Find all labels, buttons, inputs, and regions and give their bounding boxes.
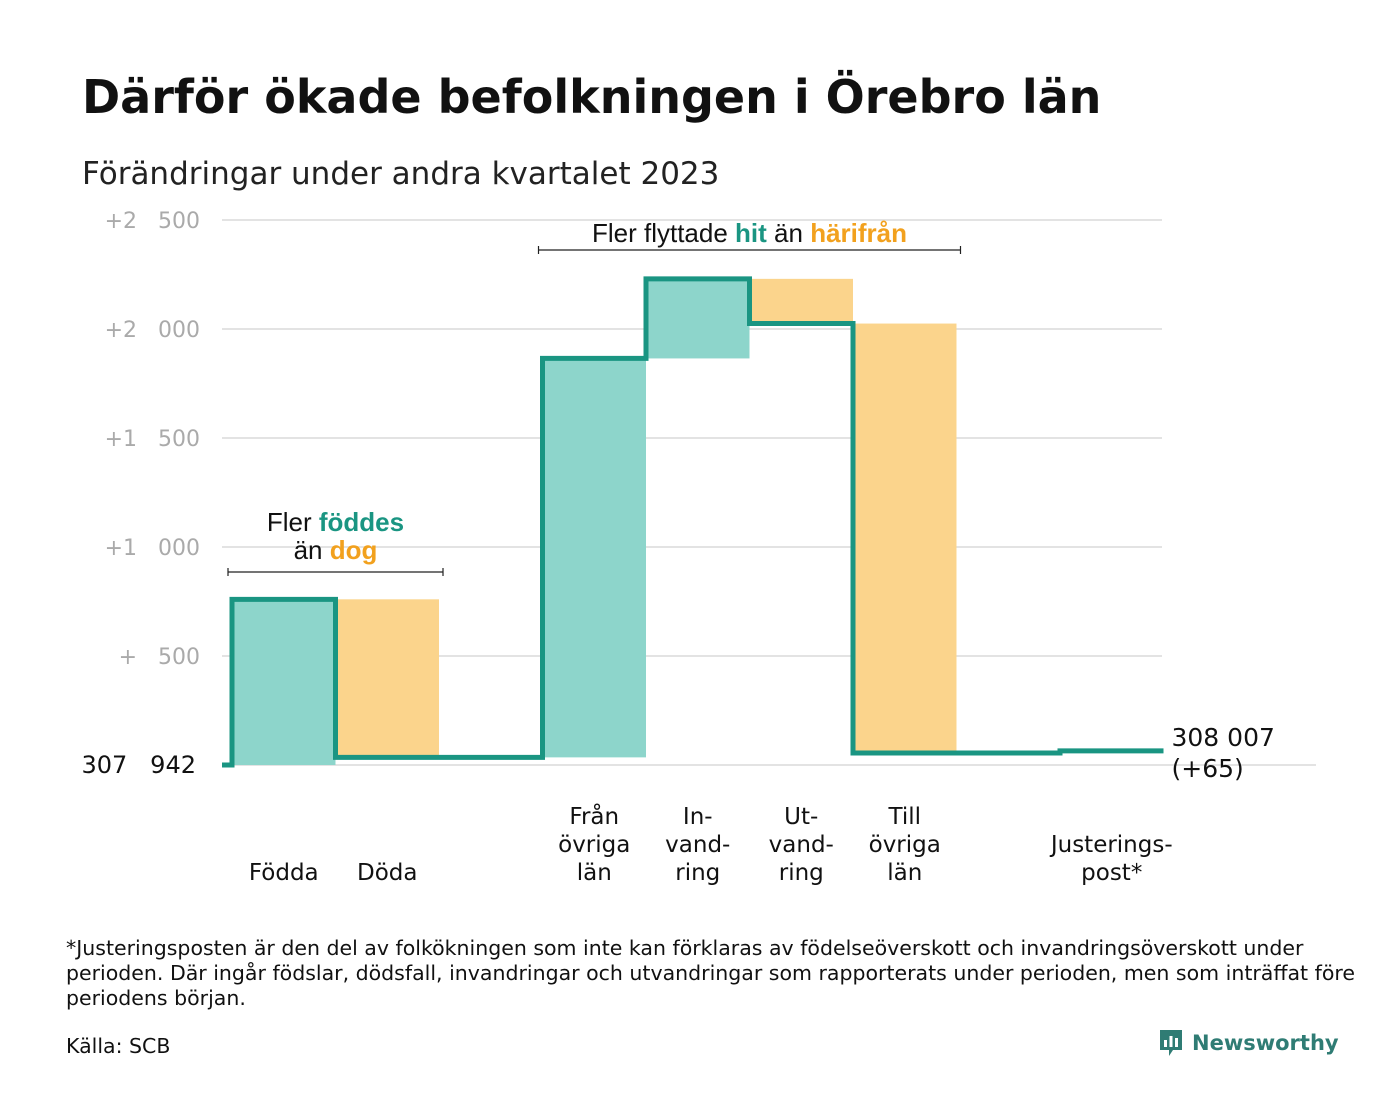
newsworthy-logo-icon: [1160, 1030, 1182, 1056]
annotation-text: Fler flyttade hit än härifrån: [592, 218, 907, 248]
annotation-text: Fler föddes: [267, 507, 404, 537]
bar-decrease: [853, 323, 957, 754]
category-label: vand-: [769, 832, 834, 858]
category-label: Justerings-: [1049, 832, 1173, 858]
running-total-line: [222, 276, 1164, 768]
baseline-value-label: 307 942: [81, 751, 196, 779]
waterfall-chart: + 500 +1 000 +1 500 +2 000 +2 500 Födda Döda F…: [81, 209, 1316, 886]
annotation-segment-decrease: härifrån: [810, 218, 907, 248]
source-label: Källa: SCB: [66, 1034, 171, 1058]
category-label: övriga: [558, 832, 630, 858]
y-tick-label: +1 500: [105, 427, 200, 452]
category-label: Från: [569, 802, 619, 830]
annotation-segment-plain: än: [294, 535, 330, 565]
category-label: post*: [1081, 860, 1142, 886]
bar-decrease: [749, 278, 853, 324]
y-tick-label: +2 500: [105, 209, 200, 234]
chart-title: Därför ökade befolkningen i Örebro län: [82, 70, 1102, 124]
annotation-segment-increase: föddes: [319, 507, 404, 537]
category-label: Döda: [357, 860, 417, 886]
category-label: In-: [683, 804, 713, 830]
bar-decrease: [335, 599, 439, 758]
annotation-segment-plain: Fler: [267, 507, 319, 537]
annotation-segment-plain: än: [767, 218, 810, 248]
bar-increase: [542, 358, 646, 758]
annotation-segment-plain: Fler flyttade: [592, 218, 735, 248]
category-label: Till: [887, 804, 921, 830]
newsworthy-logo: Newsworthy: [1158, 1028, 1339, 1058]
annotation-text: än dog: [294, 535, 378, 565]
category-label: ring: [779, 860, 824, 886]
annotation-segment-decrease: dog: [330, 535, 378, 565]
chart-subtitle: Förändringar under andra kvartalet 2023: [82, 156, 720, 192]
annotation-segment-increase: hit: [735, 218, 767, 248]
category-label: län: [887, 860, 922, 886]
category-label: ring: [675, 860, 720, 886]
labels: Födda DödaFrånövrigalänIn-vand-ringUt-van…: [81, 723, 1274, 886]
y-tick-label: + 500: [119, 645, 200, 670]
category-label: Födda: [249, 860, 319, 886]
bar-increase: [646, 278, 750, 359]
end-total-label: 308 007: [1172, 723, 1275, 752]
bars: [232, 278, 1164, 765]
gridlines: + 500 +1 000 +1 500 +2 000 +2 500: [105, 209, 1316, 766]
category-label: övriga: [869, 832, 941, 858]
bar-increase: [232, 599, 336, 765]
y-tick-label: +2 000: [105, 318, 200, 343]
category-label: Ut-: [784, 804, 818, 830]
y-tick-label: +1 000: [105, 536, 200, 561]
category-label: län: [577, 860, 612, 886]
end-total-label: (+65): [1172, 754, 1244, 783]
category-label: vand-: [665, 832, 730, 858]
running-total-path: [222, 276, 1164, 768]
newsworthy-logo-text: Newsworthy: [1192, 1031, 1339, 1055]
footnote: *Justeringsposten är den del av folkökni…: [66, 936, 1355, 1010]
